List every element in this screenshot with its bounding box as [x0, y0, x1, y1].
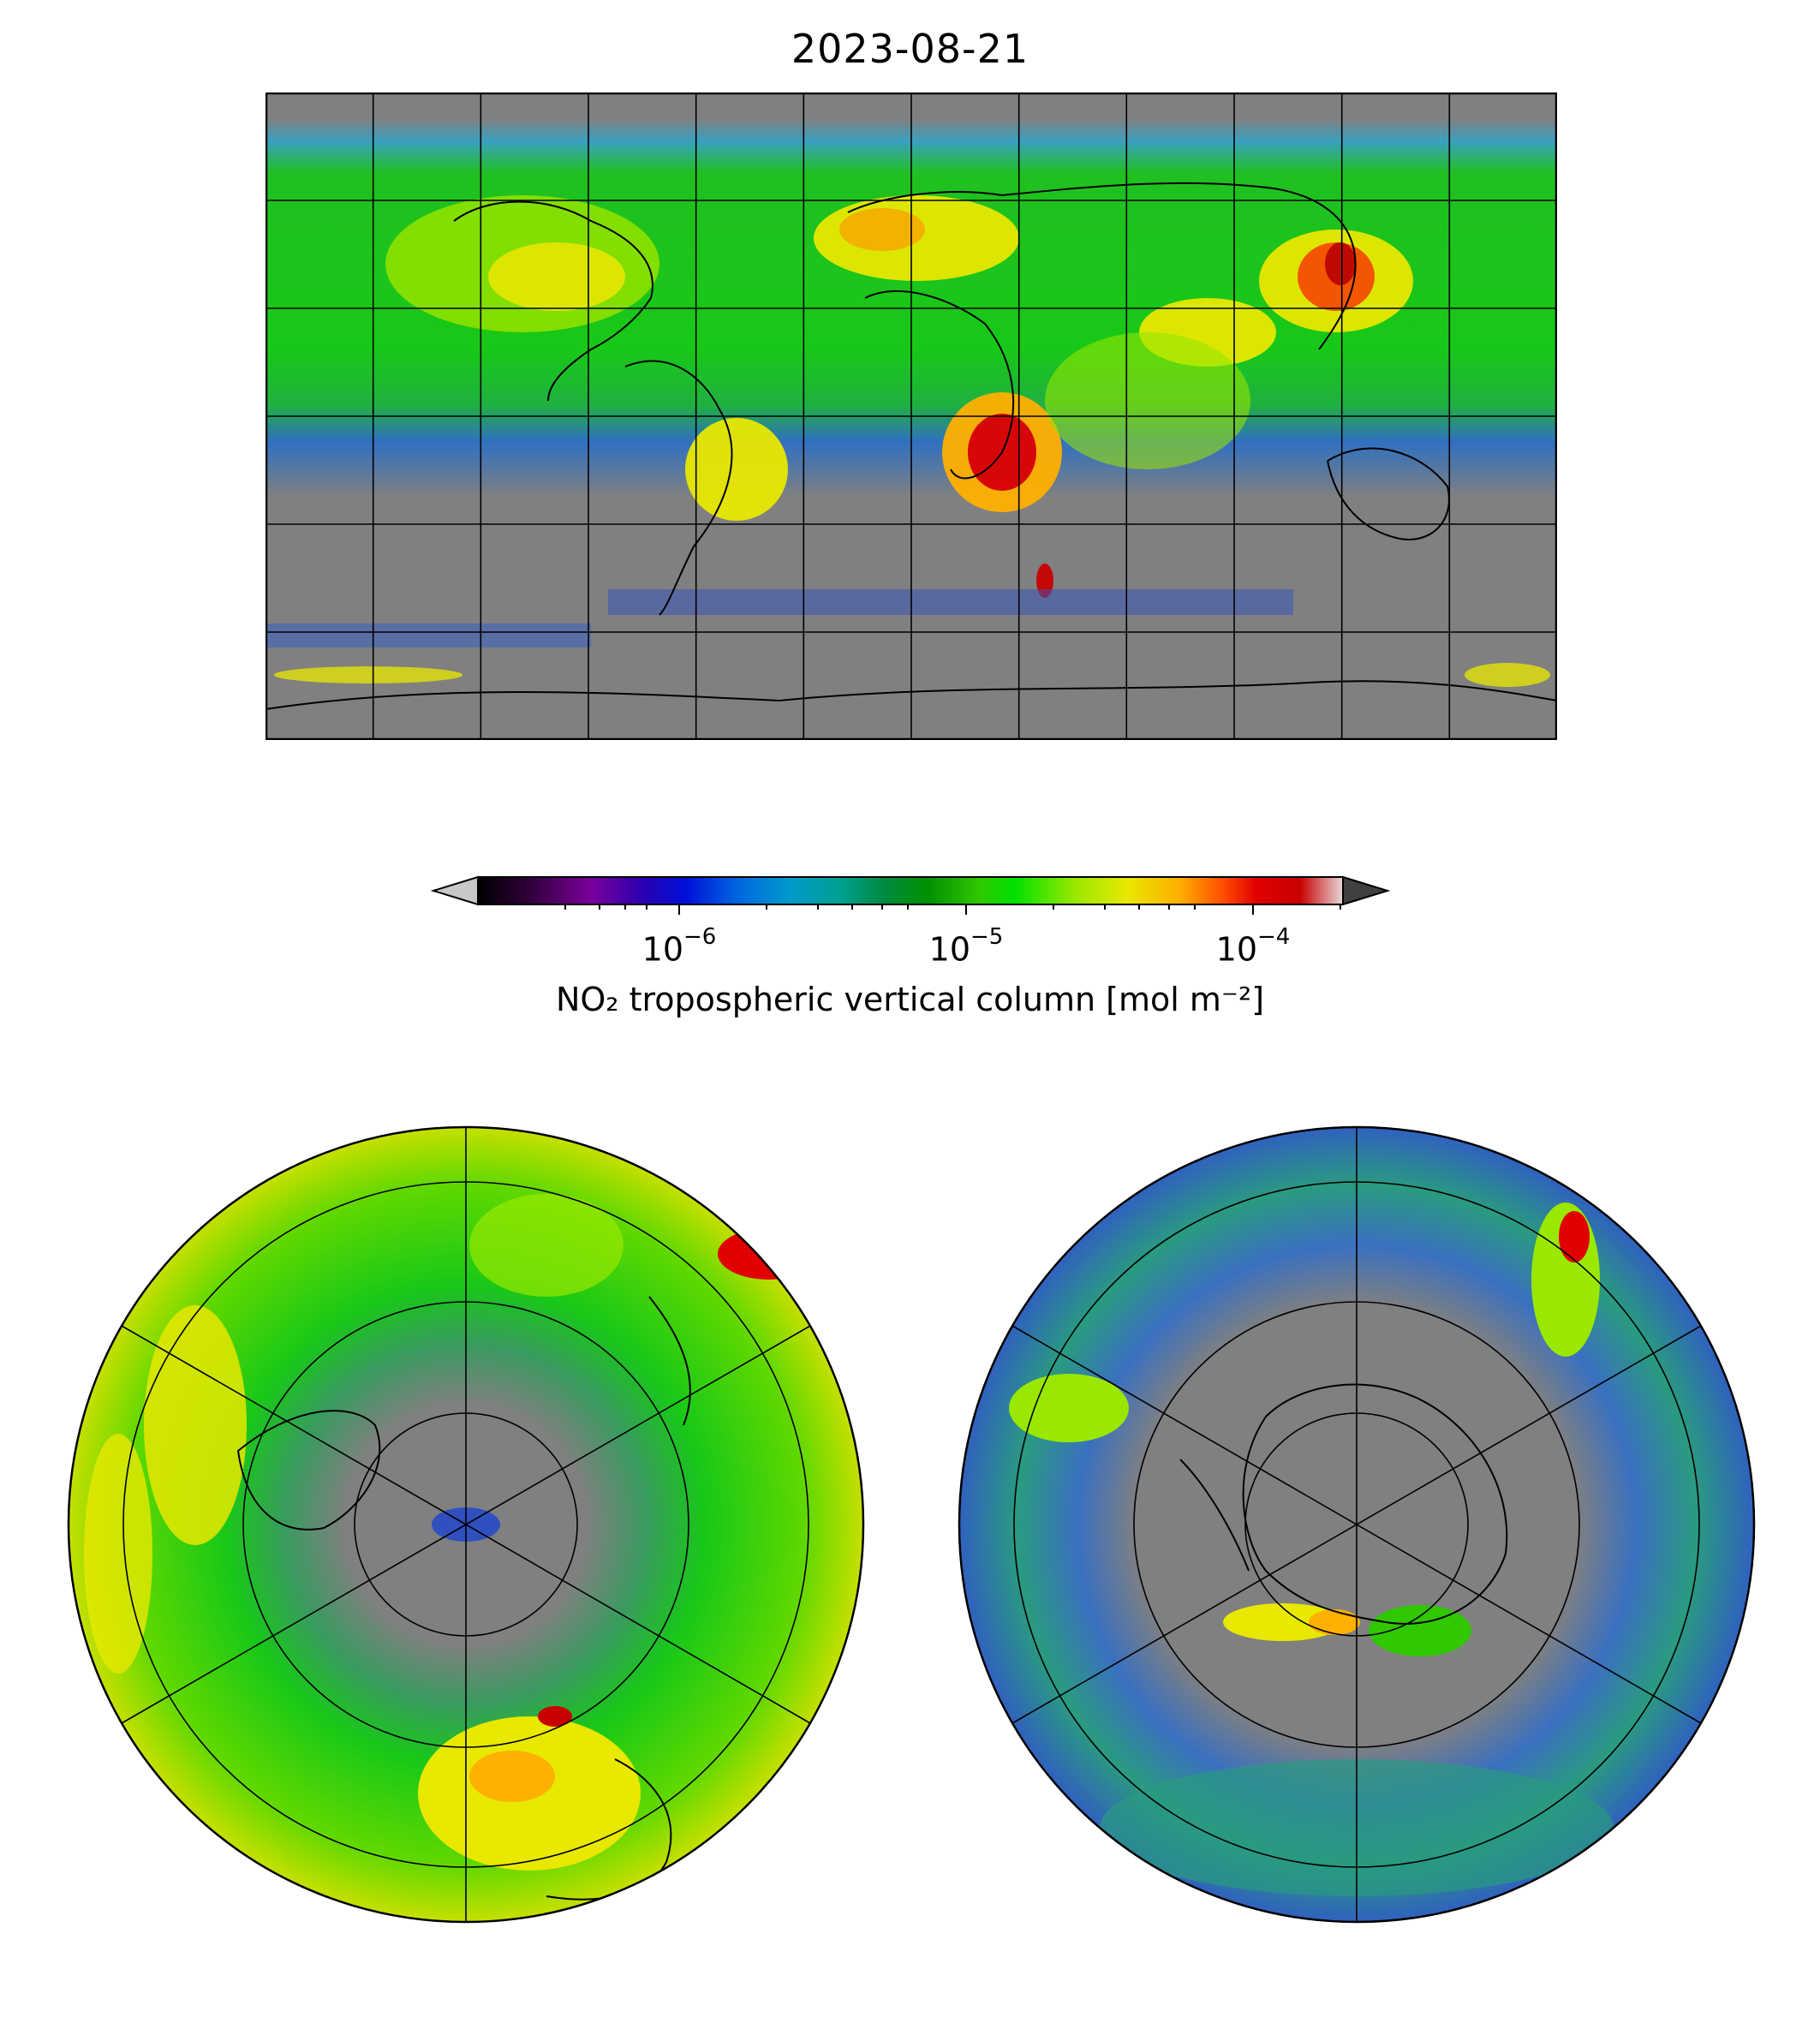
colorbar: [430, 875, 1391, 915]
colorbar-tick-label-1e-4: 10−4: [1215, 924, 1291, 969]
tick-base: 10: [1215, 930, 1258, 969]
map-frame: [958, 1125, 1756, 1924]
coastlines: [266, 182, 1557, 710]
polar-gridlines: [1011, 1127, 1702, 1922]
tick-exponent: −6: [683, 924, 717, 950]
colorbar-ticks: [564, 904, 1341, 915]
colorbar-label: NO₂ tropospheric vertical column [mol m⁻…: [555, 981, 1265, 1018]
tick-base: 10: [928, 930, 971, 969]
tick-exponent: −5: [970, 924, 1004, 950]
gridlines: [266, 92, 1557, 740]
map-frame: [67, 1125, 865, 1924]
colorbar-tick-label-1e-5: 10−5: [928, 924, 1004, 969]
colorbar-under-arrow: [430, 875, 479, 906]
colorbar-over-arrow: [1342, 875, 1391, 906]
map-frame: [266, 92, 1557, 740]
no2-hotspots: [266, 195, 1550, 687]
colorbar-gradient: [477, 876, 1344, 905]
polar-gridlines: [121, 1127, 811, 1922]
south-polar-map: [958, 1125, 1756, 1924]
global-map: [266, 92, 1557, 740]
colorbar-tick-label-1e-6: 10−6: [641, 924, 717, 969]
tick-exponent: −4: [1257, 924, 1291, 950]
north-polar-map: [67, 1125, 865, 1924]
tick-base: 10: [641, 930, 684, 969]
figure-title: 2023-08-21: [791, 26, 1029, 72]
